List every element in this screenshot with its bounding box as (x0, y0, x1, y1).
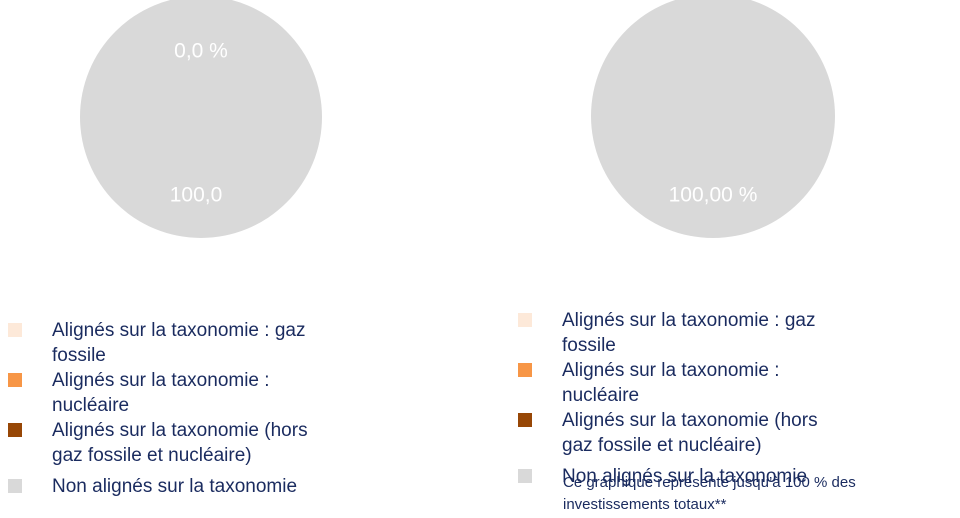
legend-item: Alignés sur la taxonomie : nucléaire (8, 368, 308, 418)
legend-label: Non alignés sur la taxonomie (562, 466, 808, 487)
note: Ce graphique représente jusqu’à 100 % de… (563, 474, 856, 513)
legend-item: Alignés sur la taxonomie : gaz fossile (518, 308, 818, 358)
legend-item: Alignés sur la taxonomie : gaz fossile (8, 318, 308, 368)
legend: Alignés sur la taxonomie : gaz fossile Al… (518, 308, 818, 489)
legend-label: Alignés sur la taxonomie (hors gaz fossi… (562, 410, 818, 456)
legend-item: Non alignés sur la taxonomie (8, 474, 308, 499)
legend-item: Alignés sur la taxonomie : nucléaire (518, 358, 818, 408)
legend-item: Non alignés sur la taxonomie (518, 464, 818, 489)
legend-item: Alignés sur la taxonomie (hors gaz fossi… (518, 408, 818, 458)
legend-swatch (518, 363, 532, 377)
legend-swatch (8, 423, 22, 437)
legend-swatch (8, 323, 22, 337)
pie-slice (591, 0, 835, 238)
data-label: 100,0 (170, 184, 223, 207)
legend-label: Alignés sur la taxonomie : nucléaire (52, 370, 270, 416)
legend-item: Alignés sur la taxonomie (hors gaz fossi… (8, 418, 308, 468)
legend-label: Alignés sur la taxonomie (hors gaz fossi… (52, 420, 308, 466)
data-label: 0,0 % (174, 40, 228, 63)
legend-label: Alignés sur la taxonomie : gaz fossile (52, 320, 306, 366)
legend-swatch (8, 373, 22, 387)
legend-label: Non alignés sur la taxonomie (52, 476, 298, 497)
legend-swatch (8, 479, 22, 493)
legend-swatch (518, 313, 532, 327)
legend-swatch (518, 469, 532, 483)
legend-swatch (518, 413, 532, 427)
legend: Alignés sur la taxonomie : gaz fossile Al… (8, 318, 308, 499)
legend-label: Alignés sur la taxonomie : nucléaire (562, 360, 780, 406)
legend-label: Alignés sur la taxonomie : gaz fossile (562, 310, 816, 356)
pie-slice (80, 0, 322, 238)
data-label: 100,00 % (669, 184, 758, 207)
